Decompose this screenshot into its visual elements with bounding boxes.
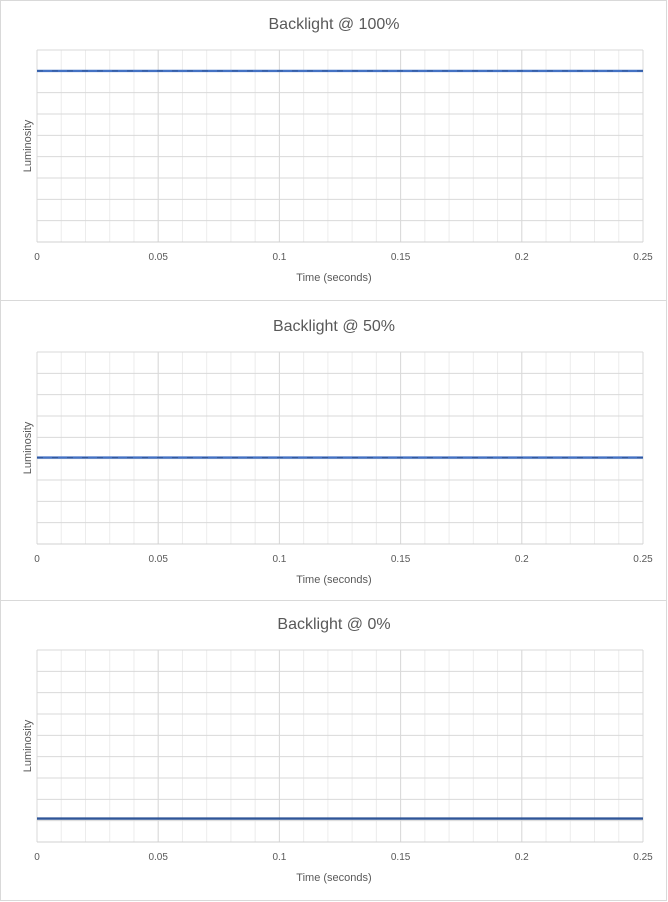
x-tick-label: 0.1	[272, 852, 286, 863]
x-tick-label: 0.05	[148, 252, 168, 263]
x-tick-label: 0.15	[391, 852, 411, 863]
x-tick-label: 0	[34, 252, 40, 263]
chart-svg: Backlight @ 100% Time (seconds) Luminosi…	[22, 16, 653, 284]
x-tick-label: 0.1	[272, 554, 286, 565]
chart-panel-backlight-100: Backlight @ 100% Time (seconds) Luminosi…	[0, 0, 667, 301]
x-tick-label: 0.15	[391, 252, 411, 263]
x-tick-label: 0.25	[633, 554, 653, 565]
y-axis-label: Luminosity	[22, 421, 34, 474]
x-tick-label: 0.2	[515, 554, 529, 565]
chart-panel-backlight-0: Backlight @ 0% Time (seconds) Luminosity…	[0, 600, 667, 901]
chart-panel-backlight-50: Backlight @ 50% Time (seconds) Luminosit…	[0, 300, 667, 601]
x-tick-label: 0.2	[515, 252, 529, 263]
chart-title: Backlight @ 100%	[269, 16, 400, 33]
y-axis-label: Luminosity	[22, 119, 34, 172]
x-tick-label: 0.25	[633, 252, 653, 263]
x-tick-label: 0	[34, 852, 40, 863]
x-tick-label: 0.05	[148, 852, 168, 863]
chart-svg: Backlight @ 0% Time (seconds) Luminosity…	[22, 616, 653, 884]
gridlines	[36, 49, 644, 243]
chart-title: Backlight @ 50%	[273, 318, 395, 335]
chart-title: Backlight @ 0%	[277, 616, 390, 633]
gridlines	[36, 351, 644, 545]
x-tick-label: 0	[34, 554, 40, 565]
x-tick-label: 0.05	[148, 554, 168, 565]
x-axis-label: Time (seconds)	[296, 872, 371, 884]
gridlines	[36, 649, 644, 843]
x-axis-label: Time (seconds)	[296, 574, 371, 586]
x-tick-label: 0.25	[633, 852, 653, 863]
x-tick-label: 0.2	[515, 852, 529, 863]
x-tick-label: 0.1	[272, 252, 286, 263]
chart-svg: Backlight @ 50% Time (seconds) Luminosit…	[22, 318, 653, 586]
y-axis-label: Luminosity	[22, 719, 34, 772]
x-axis-label: Time (seconds)	[296, 272, 371, 284]
x-tick-label: 0.15	[391, 554, 411, 565]
